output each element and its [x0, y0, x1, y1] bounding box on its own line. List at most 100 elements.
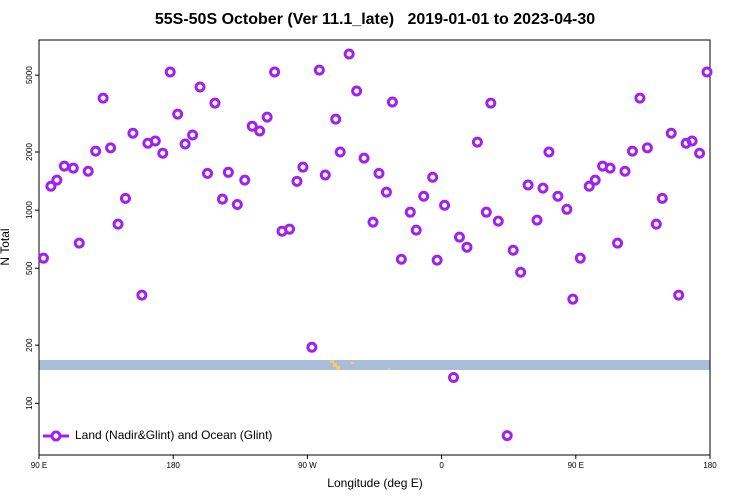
point — [90, 145, 102, 157]
y-tick-label: 100 — [25, 396, 34, 410]
point — [522, 179, 534, 191]
point — [552, 190, 564, 202]
point — [179, 138, 191, 150]
point — [453, 231, 465, 243]
x-tick-label: 90 E — [31, 461, 47, 470]
point — [172, 108, 184, 120]
x-axis-label: Longitude (deg E) — [327, 476, 422, 490]
point — [351, 85, 363, 97]
point — [297, 161, 309, 173]
point — [395, 253, 407, 265]
point — [650, 218, 662, 230]
point — [701, 66, 713, 78]
point — [404, 206, 416, 218]
point — [194, 81, 206, 93]
point — [73, 237, 85, 249]
point — [254, 125, 266, 137]
point — [410, 224, 422, 236]
point — [612, 237, 624, 249]
x-tick-label: 90 W — [298, 461, 317, 470]
point — [380, 186, 392, 198]
point — [201, 167, 213, 179]
point — [231, 198, 243, 210]
point — [319, 169, 331, 181]
chart-title: 55S-50S October (Ver 11.1_late) 2019-01-… — [155, 11, 595, 28]
point — [561, 203, 573, 215]
legend-marker — [50, 430, 62, 442]
point — [136, 289, 148, 301]
point — [334, 146, 346, 158]
point — [343, 48, 355, 60]
point — [656, 192, 668, 204]
point — [313, 64, 325, 76]
point — [641, 142, 653, 154]
point — [67, 162, 79, 174]
x-tick-label: 0 — [439, 461, 444, 470]
point — [665, 127, 677, 139]
point — [373, 167, 385, 179]
point — [222, 166, 234, 178]
point — [284, 223, 296, 235]
y-tick-label: 200 — [25, 338, 34, 352]
point — [164, 66, 176, 78]
point — [105, 142, 117, 154]
point — [461, 241, 473, 253]
land-specks — [330, 360, 390, 370]
point — [583, 180, 595, 192]
plot-frame — [38, 39, 711, 456]
point — [291, 175, 303, 187]
point — [82, 165, 94, 177]
y-tick-label: 5000 — [25, 66, 34, 84]
point — [418, 190, 430, 202]
x-tick-label: 90 E — [568, 461, 584, 470]
y-tick-label: 500 — [25, 261, 34, 275]
point — [567, 293, 579, 305]
y-axis-label: N Total — [0, 228, 12, 265]
point — [367, 216, 379, 228]
point — [269, 66, 281, 78]
point — [187, 129, 199, 141]
point — [619, 165, 631, 177]
point — [330, 113, 342, 125]
point — [501, 430, 513, 442]
land-strip — [39, 360, 710, 370]
point — [471, 136, 483, 148]
y-tick-label: 1000 — [25, 201, 34, 219]
point — [209, 97, 221, 109]
point — [246, 120, 258, 132]
point — [492, 215, 504, 227]
point — [149, 135, 161, 147]
point — [480, 206, 492, 218]
point — [507, 244, 519, 256]
point — [239, 174, 251, 186]
point — [694, 147, 706, 159]
point — [97, 92, 109, 104]
x-tick-label: 180 — [703, 461, 717, 470]
point — [485, 97, 497, 109]
point — [604, 162, 616, 174]
point — [127, 127, 139, 139]
point — [119, 192, 131, 204]
point — [531, 214, 543, 226]
point — [261, 111, 273, 123]
point — [673, 289, 685, 301]
legend-label: Land (Nadir&Glint) and Ocean (Glint) — [75, 428, 272, 442]
point — [626, 145, 638, 157]
y-tick-label: 2000 — [25, 143, 34, 161]
point — [543, 146, 555, 158]
point — [537, 182, 549, 194]
point — [574, 252, 586, 264]
point — [358, 152, 370, 164]
point — [386, 96, 398, 108]
point — [439, 199, 451, 211]
point — [515, 266, 527, 278]
point — [634, 92, 646, 104]
point — [45, 180, 57, 192]
point — [427, 171, 439, 183]
point — [589, 174, 601, 186]
point — [37, 252, 49, 264]
point — [431, 254, 443, 266]
point — [51, 174, 63, 186]
